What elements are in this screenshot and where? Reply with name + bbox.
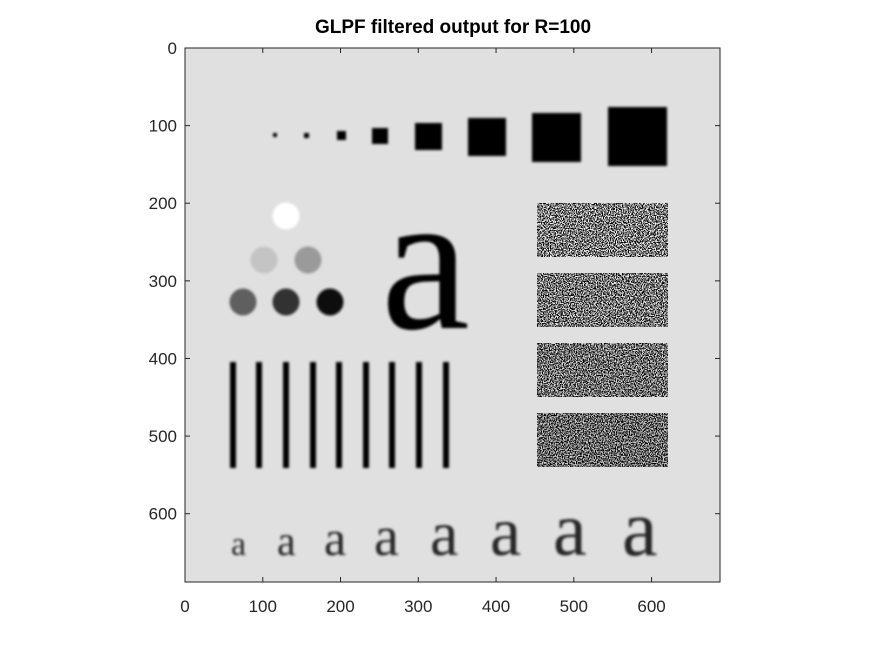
svg-text:a: a [277, 519, 296, 565]
noise-block [537, 203, 668, 257]
bars [230, 362, 449, 468]
y-tick-label: 400 [149, 349, 177, 368]
y-tick-label: 100 [149, 117, 177, 136]
x-tick-label: 0 [180, 597, 189, 616]
noise-block [537, 413, 668, 467]
y-tick-label: 0 [168, 39, 177, 58]
svg-text:a: a [324, 510, 346, 566]
square [468, 118, 506, 156]
square [608, 107, 667, 166]
x-tick-label: 300 [404, 597, 432, 616]
square [273, 133, 277, 137]
svg-text:a: a [553, 488, 587, 572]
square [532, 113, 581, 162]
image-content: a a a a a a a a a [229, 107, 667, 573]
svg-text:a: a [490, 494, 521, 571]
axes-box [184, 47, 721, 583]
square [372, 128, 388, 144]
x-tick-label: 600 [637, 597, 665, 616]
image: a a a a a a a a a [185, 48, 720, 582]
svg-text:a: a [622, 485, 658, 573]
noise-block [537, 343, 668, 397]
x-tick-label: 200 [326, 597, 354, 616]
x-tick-label: 500 [560, 597, 588, 616]
circle [272, 202, 300, 230]
circle [229, 288, 257, 316]
x-tick-label: 100 [249, 597, 277, 616]
svg-text:a: a [374, 506, 399, 568]
big-letter: a [381, 151, 470, 372]
letters: a a a a a a a a [231, 485, 658, 573]
square [337, 131, 346, 140]
x-tick-label: 400 [482, 597, 510, 616]
y-tick-label: 600 [149, 505, 177, 524]
circle [272, 288, 300, 316]
svg-text:a: a [430, 498, 458, 569]
svg-text:a: a [231, 526, 246, 563]
noise-blocks [537, 203, 668, 467]
chart-title: GLPF filtered output for R=100 [315, 17, 591, 38]
noise-block [537, 273, 668, 327]
y-tick-label: 300 [149, 272, 177, 291]
y-tick-label: 200 [149, 194, 177, 213]
y-tick-label: 500 [149, 427, 177, 446]
square [415, 123, 442, 150]
square [304, 133, 309, 138]
circle [294, 246, 322, 274]
circle [316, 288, 344, 316]
circle [250, 246, 278, 274]
